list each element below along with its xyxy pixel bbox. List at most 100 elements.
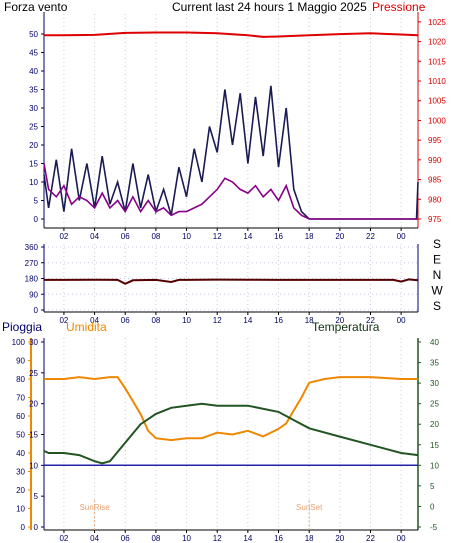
rain-tick-label: 10 xyxy=(16,505,25,514)
panel1-x-tick-label: 02 xyxy=(59,232,68,241)
panel3-x-tick-label: 16 xyxy=(274,534,283,543)
panel1-right-tick-label: 1020 xyxy=(428,38,446,47)
panel3-x-tick-label: 00 xyxy=(397,534,406,543)
rain-tick-label: 100 xyxy=(12,338,26,347)
pressure-line xyxy=(44,31,419,38)
direction-label: E xyxy=(433,253,441,267)
rain-tick-label: 60 xyxy=(16,412,25,421)
rain-tick-label: 20 xyxy=(16,486,25,495)
temperature-tick-label: 20 xyxy=(430,420,439,429)
panel1-x-tick-label: 12 xyxy=(213,232,222,241)
sun-marker-label: SunSet xyxy=(296,503,323,512)
panel1-x-tick-label: 16 xyxy=(274,232,283,241)
panel1-x-tick-label: 20 xyxy=(335,232,344,241)
temperature-tick-label: 40 xyxy=(430,338,439,347)
temperature-tick-label: 30 xyxy=(430,379,439,388)
humidity-line xyxy=(44,376,418,442)
panel1-left-tick-label: 50 xyxy=(29,30,38,39)
panel2-x-tick-label: 18 xyxy=(305,316,314,325)
panel3-x-tick-label: 04 xyxy=(90,534,99,543)
panel1-series xyxy=(43,31,419,220)
panel1-x-tick-label: 14 xyxy=(243,232,252,241)
direction-label: S xyxy=(433,237,441,251)
humidity-tick-label: 0 xyxy=(34,523,39,532)
rain-tick-label: 30 xyxy=(16,468,25,477)
wind-direction-line xyxy=(44,278,419,285)
panel1-plot-area xyxy=(44,14,418,228)
panel1-left-tick-label: 5 xyxy=(34,197,39,206)
panel2-y-tick-label: 360 xyxy=(25,243,39,252)
panel1-left-tick-label: 35 xyxy=(29,86,38,95)
panel3-x-tick-label: 06 xyxy=(121,534,130,543)
panel1-x-tick-label: 10 xyxy=(182,232,191,241)
temperature-tick-label: 0 xyxy=(430,502,435,511)
rain-tick-label: 70 xyxy=(16,394,25,403)
panel2-y-tick-label: 270 xyxy=(25,259,39,268)
panel1-right-tick-label: 980 xyxy=(428,195,442,204)
panel1-right-tick-label: 1015 xyxy=(428,57,446,66)
rain-tick-label: 90 xyxy=(16,357,25,366)
panel2-y-tick-label: 180 xyxy=(25,275,39,284)
left-axis-label: Forza vento xyxy=(4,0,68,14)
panel2-series xyxy=(44,278,419,285)
humidity-tick-label: 15 xyxy=(29,431,38,440)
panel2-x-tick-label: 02 xyxy=(59,316,68,325)
temperature-tick-label: 35 xyxy=(430,359,439,368)
panel2-x-tick-label: 08 xyxy=(151,316,160,325)
wind-avg-line xyxy=(43,163,418,220)
panel1-right-tick-label: 1010 xyxy=(428,77,446,86)
sun-annotations: SunRise SunSet xyxy=(79,500,323,530)
panel3-x-tick-label: 12 xyxy=(213,534,222,543)
panel2-y-tick-label: 0 xyxy=(34,306,39,315)
panel1-right-tick-label: 1025 xyxy=(428,18,446,27)
panel3-series xyxy=(43,376,419,467)
direction-label: W xyxy=(431,284,443,298)
panel3-x-axis: 02 04 06 08 10 12 14 16 18 20 22 00 xyxy=(44,529,418,543)
panel1-x-tick-label: 22 xyxy=(366,232,375,241)
panel1-left-tick-label: 15 xyxy=(29,160,38,169)
panel1-left-tick-label: 30 xyxy=(29,104,38,113)
panel1-left-tick-label: 20 xyxy=(29,141,38,150)
panel1-left-tick-label: 0 xyxy=(34,215,39,224)
panel2-x-tick-label: 20 xyxy=(335,316,344,325)
temperature-tick-label: -5 xyxy=(430,523,438,532)
panel2-x-tick-label: 04 xyxy=(90,316,99,325)
rain-axis: 0 10 20 30 40 50 60 70 80 90 100 xyxy=(12,338,32,532)
humidity-tick-label: 20 xyxy=(29,400,38,409)
rain-tick-label: 0 xyxy=(21,523,26,532)
panel1-x-tick-label: 08 xyxy=(151,232,160,241)
panel-rain-humidity-temp: 0 10 20 30 40 50 60 70 80 90 100 0 5 10 15 20 25 30 -5 0 5… xyxy=(2,320,439,543)
direction-label: S xyxy=(433,299,441,313)
panel1-x-tick-label: 18 xyxy=(305,232,314,241)
panel3-x-tick-label: 22 xyxy=(366,534,375,543)
panel2-x-tick-label: 16 xyxy=(274,316,283,325)
panel1-x-tick-label: 00 xyxy=(397,232,406,241)
temperature-label: Temperatura xyxy=(312,320,380,334)
panel2-y-tick-label: 90 xyxy=(29,290,38,299)
humidity-tick-label: 30 xyxy=(29,338,38,347)
panel3-x-tick-label: 02 xyxy=(59,534,68,543)
panel2-x-tick-label: 12 xyxy=(213,316,222,325)
sun-marker-label: SunRise xyxy=(79,503,110,512)
temperature-axis: -5 0 5 10 15 20 25 30 35 40 xyxy=(417,338,439,532)
panel1-left-tick-label: 25 xyxy=(29,123,38,132)
temperature-tick-label: 10 xyxy=(430,461,439,470)
panel3-x-tick-label: 14 xyxy=(243,534,252,543)
temperature-line xyxy=(43,402,419,465)
panel1-right-tick-label: 995 xyxy=(428,136,442,145)
temperature-tick-label: 15 xyxy=(430,441,439,450)
humidity-tick-label: 10 xyxy=(29,461,38,470)
panel1-x-tick-label: 04 xyxy=(90,232,99,241)
panel1-right-tick-label: 1000 xyxy=(428,116,446,125)
right-axis-label: Pressione xyxy=(372,0,426,14)
temperature-tick-label: 5 xyxy=(430,482,435,491)
panel2-x-tick-label: 22 xyxy=(366,316,375,325)
humidity-tick-label: 5 xyxy=(34,492,39,501)
panel1-right-tick-label: 990 xyxy=(428,156,442,165)
panel1-right-tick-label: 985 xyxy=(428,176,442,185)
panel2-x-tick-label: 06 xyxy=(121,316,130,325)
